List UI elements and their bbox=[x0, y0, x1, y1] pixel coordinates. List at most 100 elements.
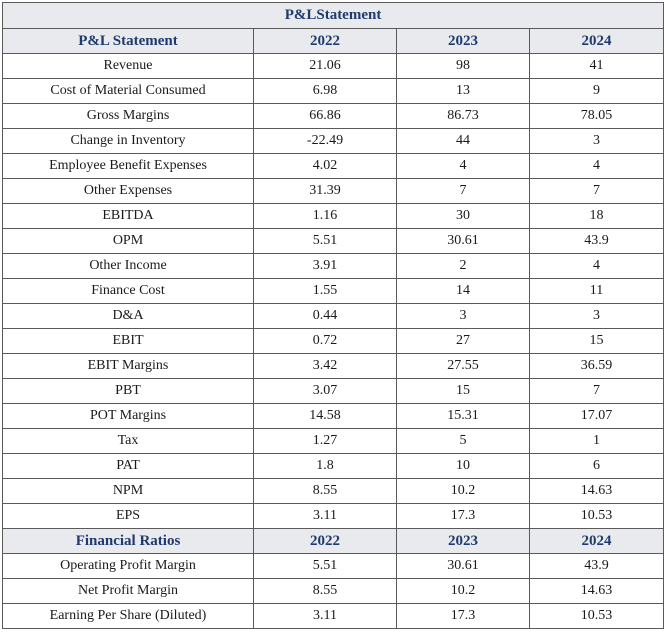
value-cell: 66.86 bbox=[253, 103, 397, 129]
value-cell: 3.11 bbox=[253, 603, 397, 629]
header-year: 2024 bbox=[528, 528, 664, 554]
row-label: Change in Inventory bbox=[2, 128, 254, 154]
row-label: Earning Per Share (Diluted) bbox=[2, 603, 254, 629]
table-row: Earning Per Share (Diluted) 3.11 17.3 10.53 bbox=[2, 603, 664, 629]
row-label: Other Income bbox=[2, 253, 254, 279]
title-row: P&LStatement bbox=[1, 2, 664, 29]
value-cell: 13 bbox=[396, 78, 530, 104]
row-label: D&A bbox=[2, 303, 254, 329]
table-row: Other Income 3.91 2 4 bbox=[2, 253, 664, 279]
value-cell: 21.06 bbox=[253, 53, 397, 79]
value-cell: 15 bbox=[528, 328, 664, 354]
value-cell: 14 bbox=[396, 278, 530, 304]
value-cell: 36.59 bbox=[528, 353, 664, 379]
table-row: Cost of Material Consumed 6.98 13 9 bbox=[2, 78, 664, 104]
value-cell: 30.61 bbox=[396, 228, 530, 254]
value-cell: 17.3 bbox=[396, 603, 530, 629]
header-year: 2022 bbox=[253, 528, 397, 554]
table-row: PBT 3.07 15 7 bbox=[2, 378, 664, 404]
pl-header-row: P&L Statement 2022 2023 2024 bbox=[2, 28, 664, 54]
value-cell: 3 bbox=[528, 128, 664, 154]
value-cell: 30 bbox=[396, 203, 530, 229]
row-label: POT Margins bbox=[2, 403, 254, 429]
value-cell: 41 bbox=[528, 53, 664, 79]
header-year: 2024 bbox=[528, 28, 664, 54]
value-cell: 1 bbox=[528, 428, 664, 454]
row-label: EBIT Margins bbox=[2, 353, 254, 379]
value-cell: 14.63 bbox=[528, 578, 664, 604]
value-cell: 1.8 bbox=[253, 453, 397, 479]
table-row: Revenue 21.06 98 41 bbox=[2, 53, 664, 79]
value-cell: 17.3 bbox=[396, 503, 530, 529]
row-label: PAT bbox=[2, 453, 254, 479]
table-title: P&LStatement bbox=[1, 2, 664, 29]
value-cell: 4 bbox=[528, 253, 664, 279]
table-row: Other Expenses 31.39 7 7 bbox=[2, 178, 664, 204]
value-cell: 86.73 bbox=[396, 103, 530, 129]
header-label: Financial Ratios bbox=[2, 528, 254, 554]
value-cell: 5 bbox=[396, 428, 530, 454]
value-cell: 1.27 bbox=[253, 428, 397, 454]
value-cell: 7 bbox=[528, 178, 664, 204]
table-row: EBIT 0.72 27 15 bbox=[2, 328, 664, 354]
table-row: NPM 8.55 10.2 14.63 bbox=[2, 478, 664, 504]
table-row: OPM 5.51 30.61 43.9 bbox=[2, 228, 664, 254]
value-cell: 10.2 bbox=[396, 478, 530, 504]
value-cell: 4 bbox=[528, 153, 664, 179]
table-row: Employee Benefit Expenses 4.02 4 4 bbox=[2, 153, 664, 179]
row-label: Operating Profit Margin bbox=[2, 553, 254, 579]
value-cell: 18 bbox=[528, 203, 664, 229]
row-label: EPS bbox=[2, 503, 254, 529]
header-year: 2023 bbox=[396, 528, 530, 554]
value-cell: 27.55 bbox=[396, 353, 530, 379]
value-cell: 14.63 bbox=[528, 478, 664, 504]
value-cell: 2 bbox=[396, 253, 530, 279]
value-cell: 10.2 bbox=[396, 578, 530, 604]
table-row: PAT 1.8 10 6 bbox=[2, 453, 664, 479]
value-cell: 4 bbox=[396, 153, 530, 179]
value-cell: 5.51 bbox=[253, 553, 397, 579]
row-label: EBIT bbox=[2, 328, 254, 354]
value-cell: 44 bbox=[396, 128, 530, 154]
value-cell: 4.02 bbox=[253, 153, 397, 179]
value-cell: 6.98 bbox=[253, 78, 397, 104]
value-cell: 15.31 bbox=[396, 403, 530, 429]
table-row: EBITDA 1.16 30 18 bbox=[2, 203, 664, 229]
value-cell: 10.53 bbox=[528, 603, 664, 629]
value-cell: 14.58 bbox=[253, 403, 397, 429]
value-cell: 8.55 bbox=[253, 478, 397, 504]
row-label: NPM bbox=[2, 478, 254, 504]
value-cell: 3 bbox=[528, 303, 664, 329]
table-row: EPS 3.11 17.3 10.53 bbox=[2, 503, 664, 529]
value-cell: -22.49 bbox=[253, 128, 397, 154]
value-cell: 3.91 bbox=[253, 253, 397, 279]
table-row: D&A 0.44 3 3 bbox=[2, 303, 664, 329]
value-cell: 43.9 bbox=[528, 228, 664, 254]
value-cell: 11 bbox=[528, 278, 664, 304]
row-label: Other Expenses bbox=[2, 178, 254, 204]
table-row: Net Profit Margin 8.55 10.2 14.63 bbox=[2, 578, 664, 604]
value-cell: 1.55 bbox=[253, 278, 397, 304]
value-cell: 30.61 bbox=[396, 553, 530, 579]
value-cell: 78.05 bbox=[528, 103, 664, 129]
row-label: OPM bbox=[2, 228, 254, 254]
value-cell: 8.55 bbox=[253, 578, 397, 604]
table-row: EBIT Margins 3.42 27.55 36.59 bbox=[2, 353, 664, 379]
row-label: Revenue bbox=[2, 53, 254, 79]
row-label: Cost of Material Consumed bbox=[2, 78, 254, 104]
value-cell: 3.11 bbox=[253, 503, 397, 529]
value-cell: 27 bbox=[396, 328, 530, 354]
value-cell: 3.07 bbox=[253, 378, 397, 404]
row-label: EBITDA bbox=[2, 203, 254, 229]
row-label: Net Profit Margin bbox=[2, 578, 254, 604]
value-cell: 7 bbox=[528, 378, 664, 404]
value-cell: 43.9 bbox=[528, 553, 664, 579]
value-cell: 98 bbox=[396, 53, 530, 79]
value-cell: 7 bbox=[396, 178, 530, 204]
value-cell: 1.16 bbox=[253, 203, 397, 229]
header-year: 2022 bbox=[253, 28, 397, 54]
value-cell: 10.53 bbox=[528, 503, 664, 529]
value-cell: 5.51 bbox=[253, 228, 397, 254]
